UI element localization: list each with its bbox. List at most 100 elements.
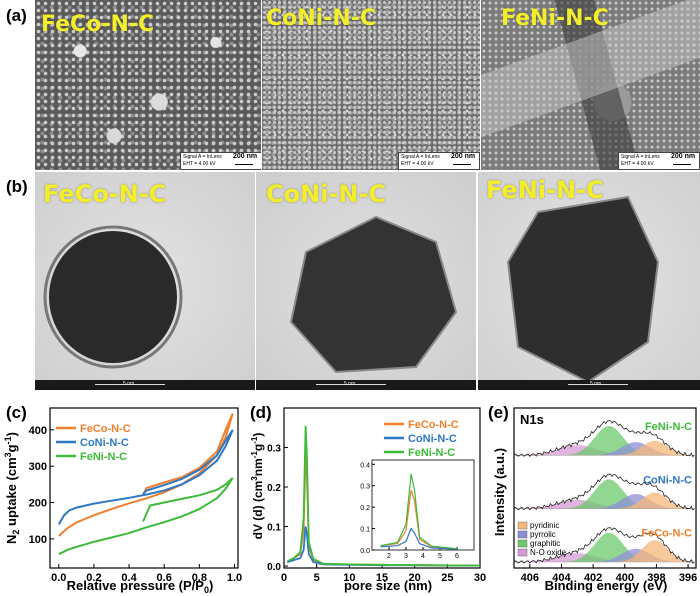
d-inset-xtick-label: 6 (455, 553, 459, 560)
tem-image-coni: CoNi-N-C 5 nm (256, 172, 476, 390)
d-xtick-label: 15 (376, 572, 388, 584)
sem-image-feco: FeCo-N-C Signal A = InLens EHT = 4.00 kV… (35, 0, 261, 170)
chart-xps-n1s: N1s 406 404 402 400 398 396 FeNi-N-C CoNi-N-C FeC… (492, 407, 697, 593)
e-component-pyridinic (514, 440, 696, 456)
e-component-pyridinic (514, 540, 696, 562)
d-xtick-label: 30 (474, 572, 486, 584)
d-legend-label: FeNi-N-C (408, 447, 455, 459)
panel-label-b: (b) (6, 177, 28, 196)
e-legend-label: N-O oxide (530, 548, 567, 557)
d-ylabel: dV (d) (cm3nm-1g-1) (250, 433, 265, 540)
sem-image-coni: CoNi-N-C Signal A = InLens EHT = 4.00 kV… (262, 0, 480, 170)
d-xtick-label: 25 (441, 572, 453, 584)
e-ylabel: Intensity (a.u.) (492, 448, 507, 536)
e-xtick-label: 402 (584, 572, 602, 584)
e-component-N-O-oxide (514, 553, 696, 562)
tem-image-feco: FeCo-N-C 5 nm (35, 172, 255, 390)
c-xtick-label: 0.8 (192, 572, 207, 584)
e-component-graphitic (514, 532, 696, 562)
d-inset-ytick-label: 0.0 (360, 548, 370, 555)
c-series-FeCo-N-C (58, 413, 234, 537)
sem-scale-feni: Signal A = InLens EHT = 4.00 kV 200 nm (618, 152, 700, 170)
c-xtick-label: 1.0 (227, 572, 242, 584)
d-ytick-label: 0.3 (267, 444, 281, 455)
e-legend-label: pyridinic (530, 521, 559, 530)
d-ytick-label: 0.0 (267, 562, 281, 573)
sem-image-feni: FeNi-N-C Signal A = InLens EHT = 4.00 kV… (481, 0, 700, 170)
c-series-CoNi-N-C (57, 429, 234, 525)
tem-scalebar-coni: 5 nm (256, 380, 476, 390)
sem-scale-feco: Signal A = InLens EHT = 4.00 kV 200 nm (180, 152, 261, 170)
e-xtick-label: 400 (616, 572, 634, 584)
tem-scalebar-feni: 5 nm (478, 380, 700, 390)
sem-title-coni: CoNi-N-C (266, 6, 377, 31)
e-component-N-O-oxide (514, 499, 696, 509)
d-inset-ytick-label: 0.2 (360, 505, 370, 512)
e-title: N1s (520, 412, 544, 427)
e-xtick-label: 398 (647, 572, 665, 584)
e-xtick-label: 396 (679, 572, 697, 584)
sem-title-feni: FeNi-N-C (501, 6, 609, 31)
chart-pore-size: 0 5 10 15 20 25 300.00.10.20.3FeCo-N-CCoNi-N-C… (250, 407, 486, 593)
panel-label-e: (e) (488, 403, 509, 422)
c-legend-label: CoNi-N-C (80, 437, 129, 449)
d-xlabel: pore size (nm) (344, 578, 432, 593)
c-legend-label: FeCo-N-C (80, 423, 131, 435)
d-inset-series-FeNi-N-C (380, 473, 458, 550)
tem-image-feni: FeNi-N-C 5 nm (478, 172, 700, 390)
d-inset-xtick-label: 5 (438, 553, 442, 560)
d-inset-series-FeCo-N-C (380, 489, 458, 550)
d-inset-series-CoNi-N-C (380, 527, 458, 550)
e-xlabel: Binding energy (eV) (545, 578, 668, 593)
d-xtick-label: 0 (281, 572, 287, 584)
c-xtick-label: 0.2 (86, 572, 101, 584)
e-frame (513, 407, 697, 569)
d-ytick-label: 0.1 (267, 523, 281, 534)
d-inset-xtick-label: 2 (387, 553, 391, 560)
e-spectrum-CoNi-N-C (513, 473, 695, 511)
d-inset-frame (371, 459, 475, 551)
e-legend-label: graphitic (530, 539, 560, 548)
d-inset-xtick-label: 4 (421, 553, 425, 560)
d-xtick-label: 5 (314, 572, 320, 584)
c-series-FeNi-N-C (58, 477, 234, 556)
tem-title-feco: FeCo-N-C (43, 180, 167, 208)
e-spectrum-label: FeCo-N-C (641, 528, 692, 540)
d-series-FeNi-N-C (286, 425, 481, 567)
e-spectrum-FeCo-N-C (513, 527, 695, 564)
e-component-pyridinic (514, 492, 696, 509)
c-ytick-label: 400 (29, 425, 47, 437)
d-inset-ytick-label: 0.3 (360, 484, 370, 491)
e-spectrum-FeNi-N-C (513, 420, 695, 458)
chart-n2-isotherm: 0.0 0.2 0.4 0.6 0.8 1.0 100 200 300 400 FeCo-N-C Co… (3, 407, 242, 595)
e-xtick-label: 406 (521, 572, 539, 584)
d-inset-ytick-label: 0.4 (360, 462, 370, 469)
d-ytick-label: 0.2 (267, 483, 281, 494)
e-legend-label: pyrrolic (530, 530, 556, 539)
e-component-graphitic (514, 426, 696, 456)
d-legend-label: FeCo-N-C (408, 419, 459, 431)
tem-scalebar-feco: 5 nm (35, 380, 255, 390)
sem-scale-coni: Signal A = InLens EHT = 4.00 kV 200 nm (398, 152, 480, 170)
tem-title-feni: FeNi-N-C (486, 176, 604, 204)
d-xtick-label: 10 (343, 572, 355, 584)
panel-label-a: (a) (6, 6, 27, 25)
d-inset-ytick-label: 0.1 (360, 527, 370, 534)
e-legend-swatch (517, 548, 528, 557)
e-spectrum-label: FeNi-N-C (645, 421, 692, 433)
panel-label-c: (c) (6, 403, 27, 422)
c-xtick-label: 0.0 (51, 572, 66, 584)
e-component-N-O-oxide (514, 445, 696, 456)
c-frame (49, 407, 239, 569)
d-inset-xtick-label: 3 (404, 553, 408, 560)
c-ytick-label: 300 (29, 461, 47, 473)
e-component-graphitic (514, 479, 696, 509)
d-xtick-label: 20 (409, 572, 421, 584)
c-xtick-label: 0.6 (157, 572, 172, 584)
sem-title-feco: FeCo-N-C (41, 12, 155, 37)
c-ylabel: N2 uptake (cm3g-1) (3, 432, 21, 544)
e-legend-swatch (517, 539, 528, 548)
e-xtick-label: 404 (552, 572, 571, 584)
c-legend-label: FeNi-N-C (80, 451, 127, 463)
tem-title-coni: CoNi-N-C (266, 180, 387, 208)
